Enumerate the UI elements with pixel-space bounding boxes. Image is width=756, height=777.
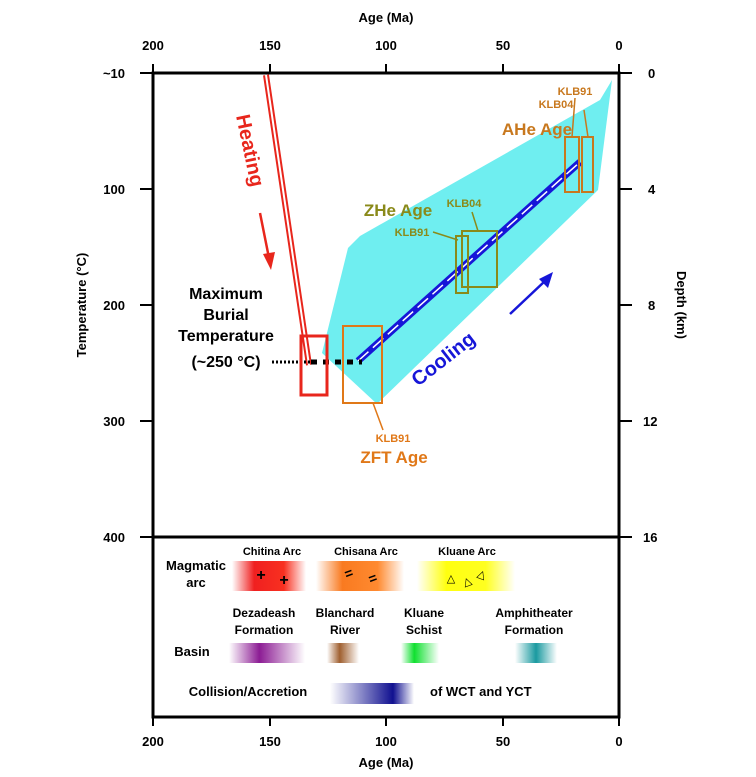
amphitheater-swatch [515,643,557,663]
amphitheater-label-2: Formation [505,623,564,637]
kluane-schist-label-2: Schist [406,623,442,637]
collision-suffix: of WCT and YCT [430,684,532,699]
chisana-arc-swatch [316,561,404,591]
kluane-arc-swatch [417,561,515,591]
dezadeash-swatch [229,643,305,663]
tick-marks [140,64,632,726]
top-axis-title: Age (Ma) [359,10,414,25]
ahe-age-label: AHe Age [502,120,572,139]
heating-arrow [258,212,275,270]
depth-tick-label: 16 [643,530,657,545]
cooling-arrow [509,272,553,315]
chitina-symbol: + [279,572,288,589]
legend: Magmatic arc Basin Chitina Arc Chisana A… [166,546,573,704]
bottom-tick-label: 0 [615,734,622,749]
temp-tick-label: 100 [103,182,125,197]
depth-tick-label: 0 [648,66,655,81]
right-axis-title: Depth (km) [674,271,689,339]
blanchard-swatch [327,643,359,663]
collision-swatch [330,683,414,704]
bottom-axis-title: Age (Ma) [359,755,414,770]
zhe-age-label: ZHe Age [364,201,432,220]
max-burial-line-4: (~250 °C) [191,354,260,371]
left-axis-title: Temperature (°C) [74,253,89,358]
depth-tick-label: 8 [648,298,655,313]
magmatic-label-2: arc [186,575,206,590]
temp-tick-label: 300 [103,414,125,429]
max-burial-line-1: Maximum [189,286,263,303]
zhe-klb04-box [461,230,498,288]
max-burial-line-2: Burial [203,307,248,324]
kluane-schist-label-1: Kluane [404,606,444,620]
chitina-arc-label: Chitina Arc [243,546,301,558]
collision-label: Collision/Accretion [189,684,308,699]
amphitheater-label-1: Amphitheater [495,606,573,620]
blanchard-label-2: River [330,623,360,637]
kluane-symbol: △ [447,573,456,585]
max-burial-line-3: Temperature [178,328,274,345]
leader-lines [372,97,589,431]
bottom-tick-label: 200 [142,734,164,749]
ahe-klb91-label: KLB91 [558,86,593,98]
heating-label: Heating [231,112,268,188]
zft-red-box [299,334,329,397]
zft-klb91-label: KLB91 [376,433,411,445]
ahe-klb04-label: KLB04 [539,99,575,111]
zhe-klb04-label: KLB04 [447,198,483,210]
dezadeash-label-2: Formation [235,623,294,637]
depth-tick-label: 4 [648,182,656,197]
bottom-tick-label: 50 [496,734,510,749]
zhe-klb91-label: KLB91 [395,227,430,239]
bottom-tick-label: 100 [375,734,397,749]
magmatic-label-1: Magmatic [166,558,226,573]
zft-klb91-box [342,325,383,404]
top-tick-label: 200 [142,38,164,53]
kluane-schist-swatch [401,643,439,663]
chitina-arc-swatch [232,561,306,591]
top-tick-label: 100 [375,38,397,53]
depth-tick-label: 12 [643,414,657,429]
chitina-symbol: + [256,567,265,584]
kluane-arc-label: Kluane Arc [438,546,496,558]
chisana-arc-label: Chisana Arc [334,546,398,558]
basin-label: Basin [174,644,209,659]
temp-tick-label: 400 [103,530,125,545]
top-tick-label: 0 [615,38,622,53]
blanchard-label-1: Blanchard [316,606,375,620]
temp-tick-label: ~10 [103,66,125,81]
zft-age-label: ZFT Age [360,448,427,467]
temp-tick-label: 200 [103,298,125,313]
heating-path [263,74,312,366]
bottom-tick-label: 150 [259,734,281,749]
top-tick-label: 50 [496,38,510,53]
top-tick-label: 150 [259,38,281,53]
dezadeash-label-1: Dezadeash [233,606,296,620]
